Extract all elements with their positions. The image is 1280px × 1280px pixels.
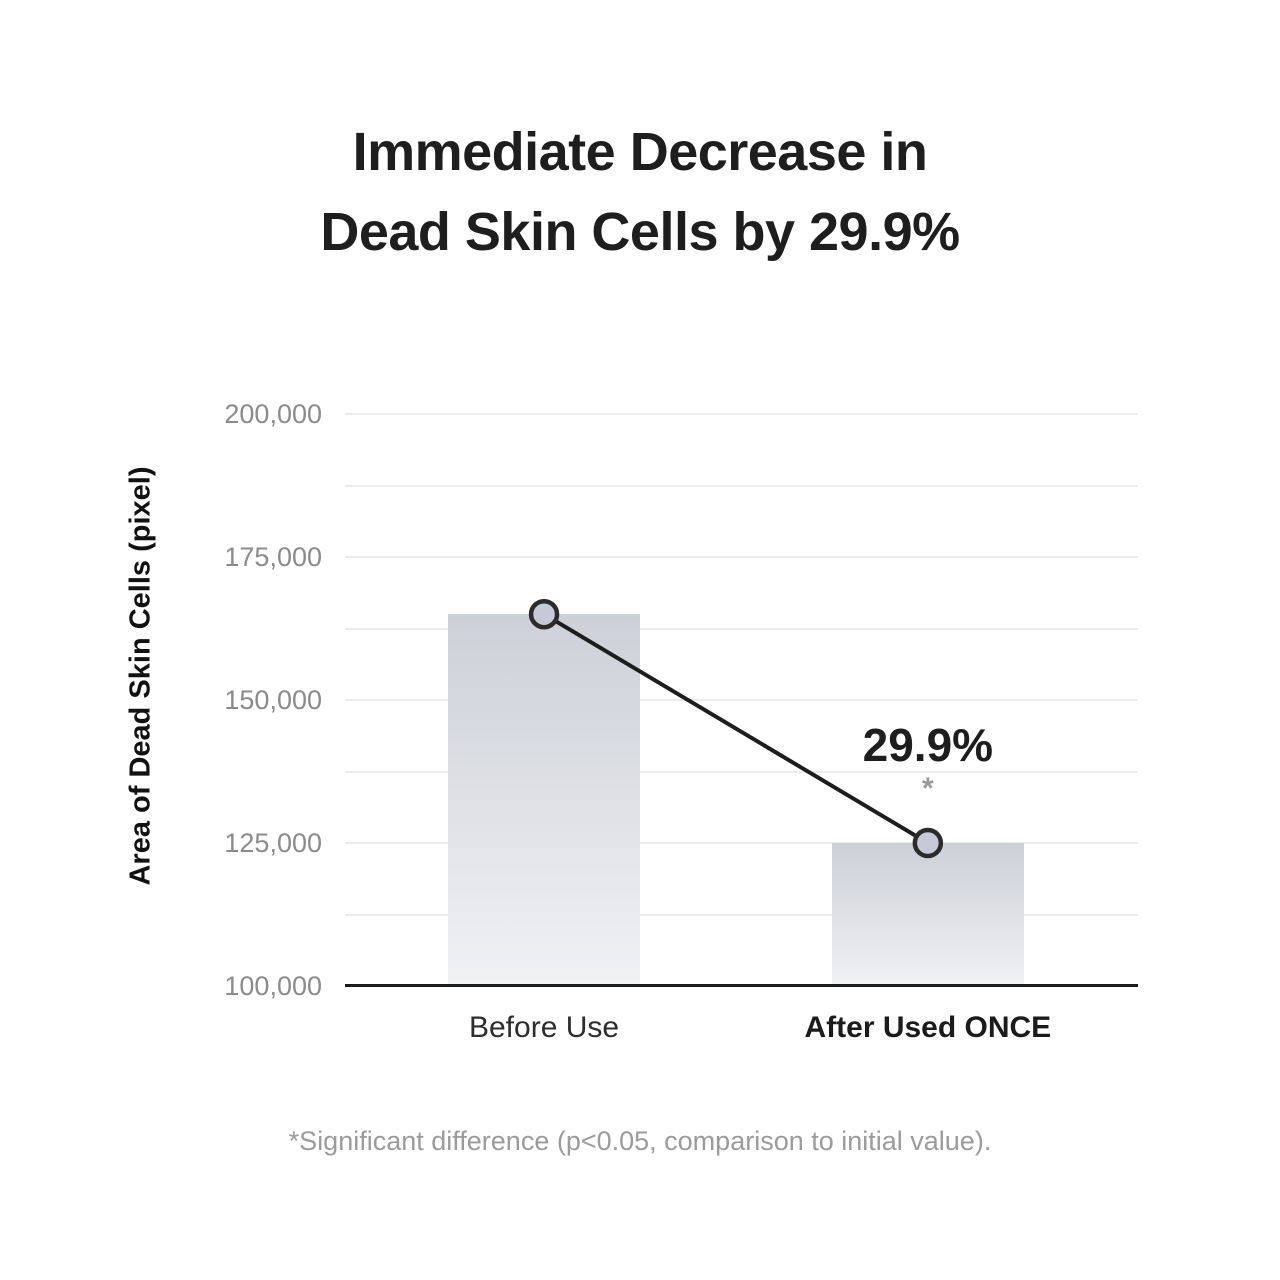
gridline [345, 556, 1138, 558]
footnote: *Significant difference (p<0.05, compari… [288, 1126, 992, 1156]
trend-line [542, 612, 930, 845]
data-point-marker [912, 827, 944, 859]
gridline [345, 770, 1138, 773]
x-axis-label-2: After Used ONCE [804, 1011, 1052, 1044]
x-axis-labels: Before Use After Used ONCE [0, 1008, 1280, 1052]
gridline [345, 627, 1138, 630]
y-tick-label: 150,000 [224, 685, 322, 715]
bar-before-use [448, 614, 641, 986]
y-tick-label: 200,000 [224, 399, 322, 429]
gridline [345, 842, 1138, 844]
y-tick-label: 100,000 [224, 971, 322, 1001]
y-tick-label: 125,000 [224, 828, 322, 858]
gridline [345, 913, 1138, 916]
x-axis-label-1: Before Use [468, 1011, 620, 1044]
chart-title: Immediate Decrease in Dead Skin Cells by… [0, 112, 1280, 272]
percent-annotation-text: 29.9% [862, 719, 994, 771]
significance-asterisk: * [922, 772, 934, 805]
trend-line-overlay [528, 598, 944, 859]
gridline [345, 699, 1138, 701]
chart-title-line-2: Dead Skin Cells by 29.9% [320, 202, 960, 262]
y-axis-title: Area of Dead Skin Cells (pixel) [124, 466, 157, 886]
percent-annotation: 29.9% * [778, 719, 1078, 805]
gridline [345, 413, 1138, 415]
bar-after-used-once [831, 843, 1024, 986]
x-axis-line [345, 984, 1138, 987]
y-tick-label: 175,000 [224, 542, 322, 572]
data-point-marker [528, 598, 560, 630]
chart-title-line-1: Immediate Decrease in [352, 122, 928, 182]
plot-area: 29.9% * [345, 413, 1138, 987]
gridline [345, 484, 1138, 487]
